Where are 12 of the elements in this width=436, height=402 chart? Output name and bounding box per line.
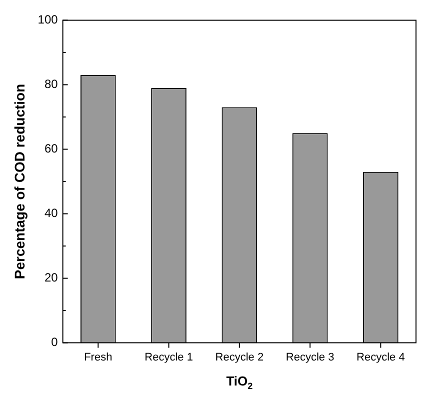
y-tick-label: 0 xyxy=(51,335,58,350)
x-tick-label: Recycle 2 xyxy=(215,351,264,364)
x-tick-label: Recycle 4 xyxy=(356,351,405,364)
y-tick-label: 40 xyxy=(44,206,58,220)
x-tick-label: Fresh xyxy=(84,351,112,364)
x-tick-label: Recycle 1 xyxy=(144,351,193,364)
y-axis-title: Percentage of COD reduction xyxy=(11,84,28,280)
x-tick-label: Recycle 3 xyxy=(286,351,334,364)
y-tick-label: 100 xyxy=(38,12,58,27)
y-tick-label: 20 xyxy=(44,270,58,285)
y-tick-label: 60 xyxy=(44,142,58,156)
y-tick-label: 80 xyxy=(44,77,58,92)
